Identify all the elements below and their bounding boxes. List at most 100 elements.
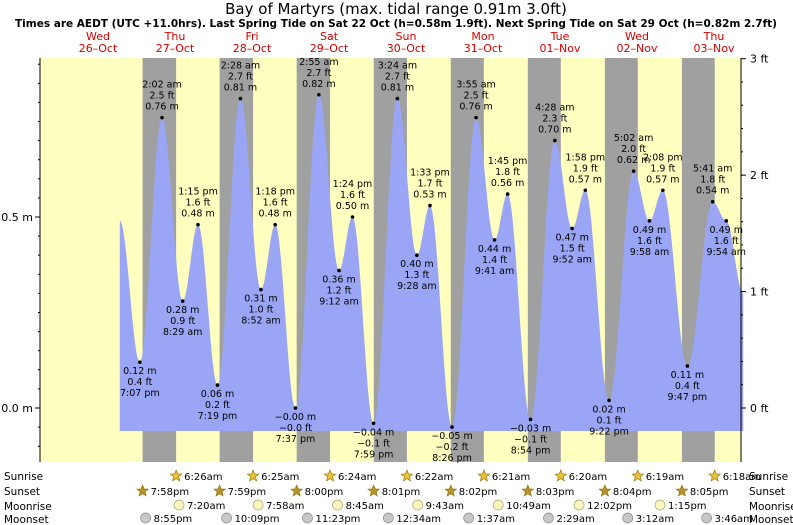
sunset-time: 7:58pm [151, 487, 190, 498]
low-tide-height-ft: 0.2 ft [205, 400, 230, 411]
sunset-row-label-right: Sunset [749, 486, 785, 498]
moonrise-time: 12:02pm [587, 501, 632, 512]
tide-point [474, 115, 478, 120]
sunset-icon [290, 484, 304, 497]
low-tide-height-ft: 0.4 ft [675, 381, 700, 392]
low-tide-time: 8:52 am [241, 316, 280, 327]
tide-point [350, 215, 355, 219]
moonset-icon [701, 512, 712, 524]
low-tide-time: 9:12 am [319, 296, 358, 307]
moonset-icon [463, 512, 475, 524]
sunset-time: 8:02pm [459, 487, 498, 498]
moonset-icon [543, 512, 554, 524]
tide-point [273, 222, 277, 227]
moonset-time: 3:46am [715, 514, 753, 525]
moonrise-icon [332, 499, 343, 511]
sunset-time: 8:03pm [536, 487, 575, 498]
low-tide-height-m: 0.11 m [671, 370, 704, 381]
sunrise-icon [631, 469, 645, 482]
day-date: 01–Nov [540, 42, 581, 55]
moonset-row-label-left: Moonset [4, 514, 49, 525]
low-tide-height-ft: 1.2 ft [327, 285, 352, 296]
low-tide-time: 8:29 am [163, 327, 202, 338]
high-tide-time: 1:58 pm [566, 152, 606, 163]
right-axis-tick-label: 1 ft [750, 286, 769, 299]
sunrise-icon [169, 469, 183, 482]
low-tide-time: 9:47 pm [668, 392, 708, 403]
low-tide-time: 7:07 pm [120, 388, 160, 399]
moonrise-time: 7:58am [266, 501, 304, 512]
day-name: Sun [396, 30, 417, 43]
tide-point [553, 138, 557, 143]
moonset-time: 3:12am [636, 514, 674, 525]
high-tide-height-m: 0.48 m [258, 209, 291, 220]
tide-point [138, 360, 142, 364]
moonset-icon [221, 512, 232, 524]
sunrise-time: 6:21am [492, 472, 530, 483]
low-tide-height-ft: −0.1 ft [514, 434, 547, 445]
tide-point [160, 115, 164, 120]
high-tide-time: 1:15 pm [178, 187, 218, 198]
high-tide-time: 5:02 am [614, 133, 653, 144]
sunrise-icon [477, 469, 491, 482]
tide-point [570, 226, 574, 231]
right-axis-tick-label: 0 ft [750, 402, 769, 415]
sunset-icon [598, 484, 612, 497]
tide-point [371, 421, 376, 426]
tide-point [293, 406, 298, 410]
sunrise-time: 6:24am [338, 472, 376, 483]
high-tide-height-ft: 1.8 ft [700, 175, 725, 186]
low-tide-height-m: 0.28 m [166, 305, 199, 316]
low-tide-height-ft: −0.0 ft [279, 423, 312, 434]
high-tide-time: 1:18 pm [255, 187, 295, 198]
sunrise-time: 6:19am [646, 472, 684, 483]
low-tide-height-ft: 1.6 ft [637, 236, 662, 247]
sunrise-time: 6:26am [184, 472, 222, 483]
tide-point [685, 364, 690, 368]
sunset-row-label-left: Sunset [4, 486, 40, 498]
tide-point [238, 96, 243, 101]
tide-point [428, 203, 432, 208]
right-axis-tick-label: 3 ft [750, 53, 769, 66]
tide-point [450, 425, 454, 429]
high-tide-height-m: 0.57 m [646, 174, 679, 185]
low-tide-height-ft: −0.1 ft [357, 438, 390, 449]
day-name: Mon [471, 30, 494, 43]
moonrise-row-label-right: Moonrise [749, 501, 793, 513]
high-tide-time: 3:24 am [378, 61, 417, 72]
moonrise-icon [173, 499, 185, 511]
sunset-time: 8:05pm [690, 487, 729, 498]
tide-area-layer [119, 94, 744, 432]
moonset-icon [302, 512, 313, 524]
day-date: 26–Oct [79, 42, 118, 55]
sunrise-icon [323, 469, 337, 482]
moonrise-time: 9:43am [426, 501, 464, 512]
high-tide-time: 1:24 pm [333, 179, 373, 190]
day-date: 29–Oct [310, 42, 349, 55]
low-tide-height-ft: 0.4 ft [127, 377, 152, 388]
high-tide-height-ft: 1.9 ft [573, 163, 598, 174]
tide-label-layer: 0.12 m0.4 ft7:07 pm2:02 am2.5 ft0.76 m0.… [120, 57, 746, 464]
high-tide-height-m: 0.81 m [381, 83, 414, 94]
tide-point [492, 238, 497, 242]
axis-layer: 0.0 m 0.5 m 0 ft 1 ft 2 ft 3 ft [1, 53, 769, 462]
sunset-icon [367, 484, 381, 497]
day-name: Sat [320, 30, 339, 43]
moonrise-icon [412, 499, 424, 511]
sunrise-time: 6:18am [723, 472, 761, 483]
high-tide-height-ft: 1.6 ft [185, 198, 210, 209]
low-tide-height-ft: 1.4 ft [482, 255, 507, 266]
moonset-time: 2:29am [556, 514, 594, 525]
moonrise-time: 10:49am [506, 501, 551, 512]
moonset-time: 10:09pm [235, 514, 280, 525]
moonrise-icon [492, 499, 504, 511]
low-tide-height-ft: −0.2 ft [436, 442, 469, 453]
day-name: Tue [550, 30, 570, 43]
day-date: 27–Oct [156, 42, 195, 55]
chart-subtitle: Times are AEDT (UTC +11.0hrs). Last Spri… [15, 18, 777, 30]
low-tide-height-ft: 1.3 ft [404, 270, 429, 281]
low-tide-height-m: 0.47 m [555, 232, 588, 243]
low-tide-time: 9:22 pm [589, 426, 629, 437]
sunrise-row-label-right: Sunrise [749, 471, 788, 483]
